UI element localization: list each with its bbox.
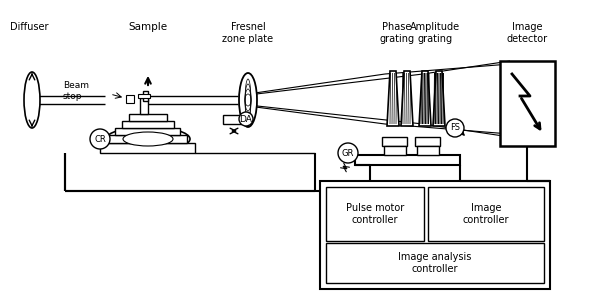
Bar — [355, 155, 460, 165]
Text: Sample: Sample — [129, 22, 168, 32]
Bar — [223, 115, 241, 124]
Polygon shape — [419, 71, 431, 126]
Bar — [129, 114, 167, 121]
Ellipse shape — [446, 119, 464, 137]
Ellipse shape — [123, 132, 173, 146]
Bar — [100, 143, 195, 153]
Text: Image
detector: Image detector — [507, 22, 548, 44]
Bar — [122, 121, 174, 128]
Bar — [326, 243, 544, 283]
Bar — [140, 98, 148, 114]
Bar — [428, 187, 544, 241]
Polygon shape — [433, 71, 445, 126]
Bar — [500, 61, 555, 146]
Ellipse shape — [113, 130, 183, 148]
Text: CR: CR — [94, 135, 106, 144]
Text: Fresnel
zone plate: Fresnel zone plate — [222, 22, 273, 44]
Text: Diffuser: Diffuser — [10, 22, 49, 32]
Ellipse shape — [338, 143, 358, 163]
Ellipse shape — [90, 129, 110, 149]
Bar — [320, 181, 550, 289]
Text: Beam
stop: Beam stop — [63, 81, 89, 101]
Ellipse shape — [239, 112, 253, 126]
Text: Image analysis
controller: Image analysis controller — [398, 252, 472, 274]
Bar — [417, 146, 439, 155]
Bar — [382, 137, 407, 146]
Polygon shape — [401, 71, 413, 126]
Bar — [143, 91, 148, 101]
Text: Phase
grating: Phase grating — [379, 22, 415, 44]
Polygon shape — [387, 71, 399, 126]
Ellipse shape — [24, 72, 40, 128]
Ellipse shape — [106, 127, 190, 151]
Ellipse shape — [239, 73, 257, 127]
Text: Pulse motor
controller: Pulse motor controller — [346, 203, 404, 225]
Bar — [138, 94, 150, 98]
Text: GR: GR — [342, 148, 354, 157]
Bar — [107, 135, 187, 143]
Bar — [384, 146, 406, 155]
Text: Image
controller: Image controller — [463, 203, 509, 225]
Text: Amplitude
grating: Amplitude grating — [410, 22, 460, 44]
Text: DA: DA — [240, 114, 252, 123]
Bar — [115, 128, 180, 135]
Bar — [415, 137, 440, 146]
Bar — [326, 187, 424, 241]
Bar — [126, 95, 134, 103]
Text: FS: FS — [450, 123, 460, 132]
